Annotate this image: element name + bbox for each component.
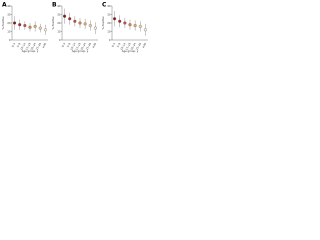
point	[128, 23, 132, 27]
x-axis-label: Age group, y	[122, 49, 139, 53]
x-tick-label: 5–9	[16, 42, 22, 48]
x-tick-label: 20–24	[29, 42, 37, 51]
x-tick-label: 25–29	[135, 42, 143, 51]
point	[88, 23, 92, 28]
y-tick-label: 10	[107, 30, 111, 34]
y-tick-label: 0	[9, 38, 11, 42]
point	[18, 23, 22, 27]
panel-label: B	[52, 2, 57, 9]
point	[73, 19, 77, 23]
x-tick-label: ≥30	[141, 42, 147, 49]
y-tick-label: 30	[107, 13, 111, 17]
x-tick-label: 5–9	[116, 42, 122, 48]
x-tick-label: 15–19	[74, 42, 82, 51]
x-tick-label: 0–4	[111, 42, 117, 48]
point	[138, 24, 142, 28]
x-tick-label: 15–19	[124, 42, 132, 51]
y-tick-label: 20	[57, 21, 61, 25]
x-tick-label: ≥30	[41, 42, 47, 49]
x-tick-label: 25–29	[35, 42, 43, 51]
point	[28, 25, 32, 29]
point	[113, 17, 117, 21]
x-tick-label: 0–4	[61, 42, 67, 48]
y-tick-label: 40	[107, 4, 111, 8]
point	[133, 23, 137, 28]
point	[43, 28, 47, 32]
x-axis-label: Age group, y	[22, 49, 39, 53]
x-tick-label: 15–19	[24, 42, 32, 51]
point	[23, 23, 27, 28]
point	[83, 22, 87, 26]
y-tick-label: 10	[7, 30, 11, 34]
y-axis-label: % Positive	[101, 16, 105, 30]
x-tick-label: 10–14	[19, 42, 27, 51]
x-tick-label: 5–9	[66, 42, 72, 48]
y-tick-label: 40	[57, 4, 61, 8]
x-tick-label: 10–14	[119, 42, 127, 51]
panel-label: C	[102, 2, 107, 9]
x-tick-label: 0–4	[11, 42, 17, 48]
x-axis-label: Age group, y	[72, 49, 89, 53]
y-tick-label: 40	[7, 4, 11, 8]
x-tick-label: 20–24	[79, 42, 87, 51]
page: A% Positive Age group, y 0 10 20 30 40 0–4 5–9 10…	[0, 0, 320, 54]
point	[93, 26, 97, 30]
y-tick-label: 0	[109, 38, 111, 42]
y-axis-label: % Positive	[1, 16, 5, 30]
point	[63, 14, 67, 18]
point	[143, 28, 147, 32]
y-axis-label: % Positive	[51, 16, 55, 30]
y-tick-label: 0	[59, 38, 61, 42]
point	[13, 21, 17, 25]
point	[33, 24, 37, 28]
x-tick-label: 10–14	[69, 42, 77, 51]
y-tick-label: 20	[107, 21, 111, 25]
y-tick-label: 30	[57, 13, 61, 17]
y-tick-label: 30	[7, 13, 11, 17]
x-tick-label: 20–24	[129, 42, 137, 51]
point	[78, 21, 82, 25]
point	[38, 26, 42, 30]
y-tick-label: 20	[7, 21, 11, 25]
point	[68, 17, 72, 21]
point	[118, 19, 122, 23]
panel-label: A	[2, 2, 7, 9]
y-tick-label: 10	[57, 30, 61, 34]
x-tick-label: 25–29	[85, 42, 93, 51]
x-tick-label: ≥30	[91, 42, 97, 49]
point	[123, 21, 127, 25]
